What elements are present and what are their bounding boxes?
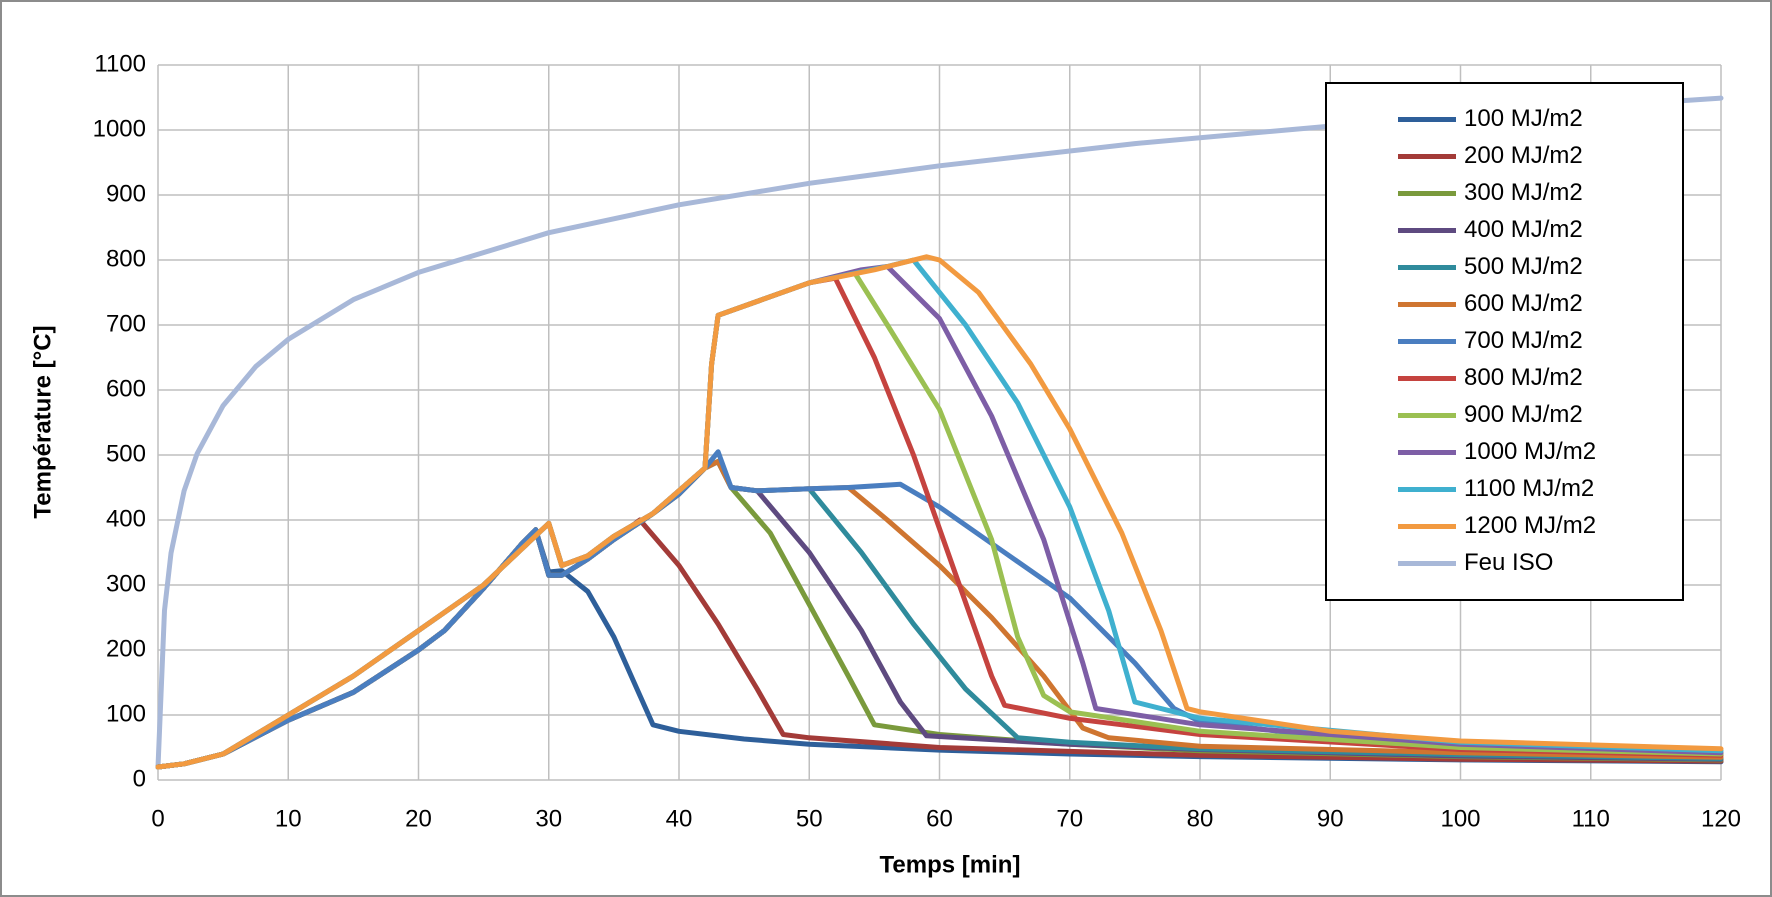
legend-label: 300 MJ/m2 <box>1464 179 1583 206</box>
x-tick-label: 10 <box>275 805 302 832</box>
y-tick-label: 0 <box>133 765 146 792</box>
y-tick-label: 400 <box>106 505 146 532</box>
legend-box <box>1325 82 1684 601</box>
y-tick-label: 1000 <box>93 115 146 142</box>
y-tick-label: 700 <box>106 310 146 337</box>
x-tick-label: 110 <box>1572 805 1610 832</box>
legend: 100 MJ/m2 200 MJ/m2 300 MJ/m2 400 MJ/m2 500 … <box>1325 82 1684 601</box>
x-tick-label: 70 <box>1056 805 1083 832</box>
series-line <box>155 254 1724 770</box>
y-tick-label: 300 <box>106 570 146 597</box>
legend-label: 1000 MJ/m2 <box>1464 438 1596 465</box>
y-tick-label: 900 <box>106 180 146 207</box>
x-tick-label: 30 <box>535 805 562 832</box>
y-tick-label: 200 <box>106 635 146 662</box>
x-axis-title: Temps [min] <box>880 851 1021 878</box>
legend-label: 1100 MJ/m2 <box>1464 475 1594 502</box>
series-line <box>155 95 1724 770</box>
x-tick-label: 0 <box>151 805 164 832</box>
x-tick-label: 60 <box>926 805 953 832</box>
y-axis-title: Température [°C] <box>29 325 56 518</box>
y-tick-label: 100 <box>106 700 146 727</box>
legend-label: 600 MJ/m2 <box>1464 290 1583 317</box>
x-tick-label: 90 <box>1317 805 1344 832</box>
legend-label: 100 MJ/m2 <box>1464 105 1583 132</box>
plot-lines <box>155 95 1724 770</box>
y-tick-label: 800 <box>106 245 146 272</box>
x-tick-label: 100 <box>1440 805 1480 832</box>
x-tick-label: 20 <box>405 805 432 832</box>
legend-label: 400 MJ/m2 <box>1464 216 1583 243</box>
y-tick-label: 1100 <box>94 50 146 77</box>
legend-label: 700 MJ/m2 <box>1464 327 1583 354</box>
x-tick-label: 40 <box>666 805 693 832</box>
legend-label: Feu ISO <box>1464 549 1553 576</box>
legend-label: 500 MJ/m2 <box>1464 253 1583 280</box>
x-tick-label: 50 <box>796 805 823 832</box>
x-tick-label: 120 <box>1701 805 1741 832</box>
legend-label: 200 MJ/m2 <box>1464 142 1583 169</box>
legend-label: 1200 MJ/m2 <box>1464 512 1596 539</box>
y-tick-label: 600 <box>106 375 146 402</box>
y-tick-label: 500 <box>106 440 146 467</box>
x-tick-label: 80 <box>1187 805 1214 832</box>
legend-label: 800 MJ/m2 <box>1464 364 1583 391</box>
legend-label: 900 MJ/m2 <box>1464 401 1583 428</box>
